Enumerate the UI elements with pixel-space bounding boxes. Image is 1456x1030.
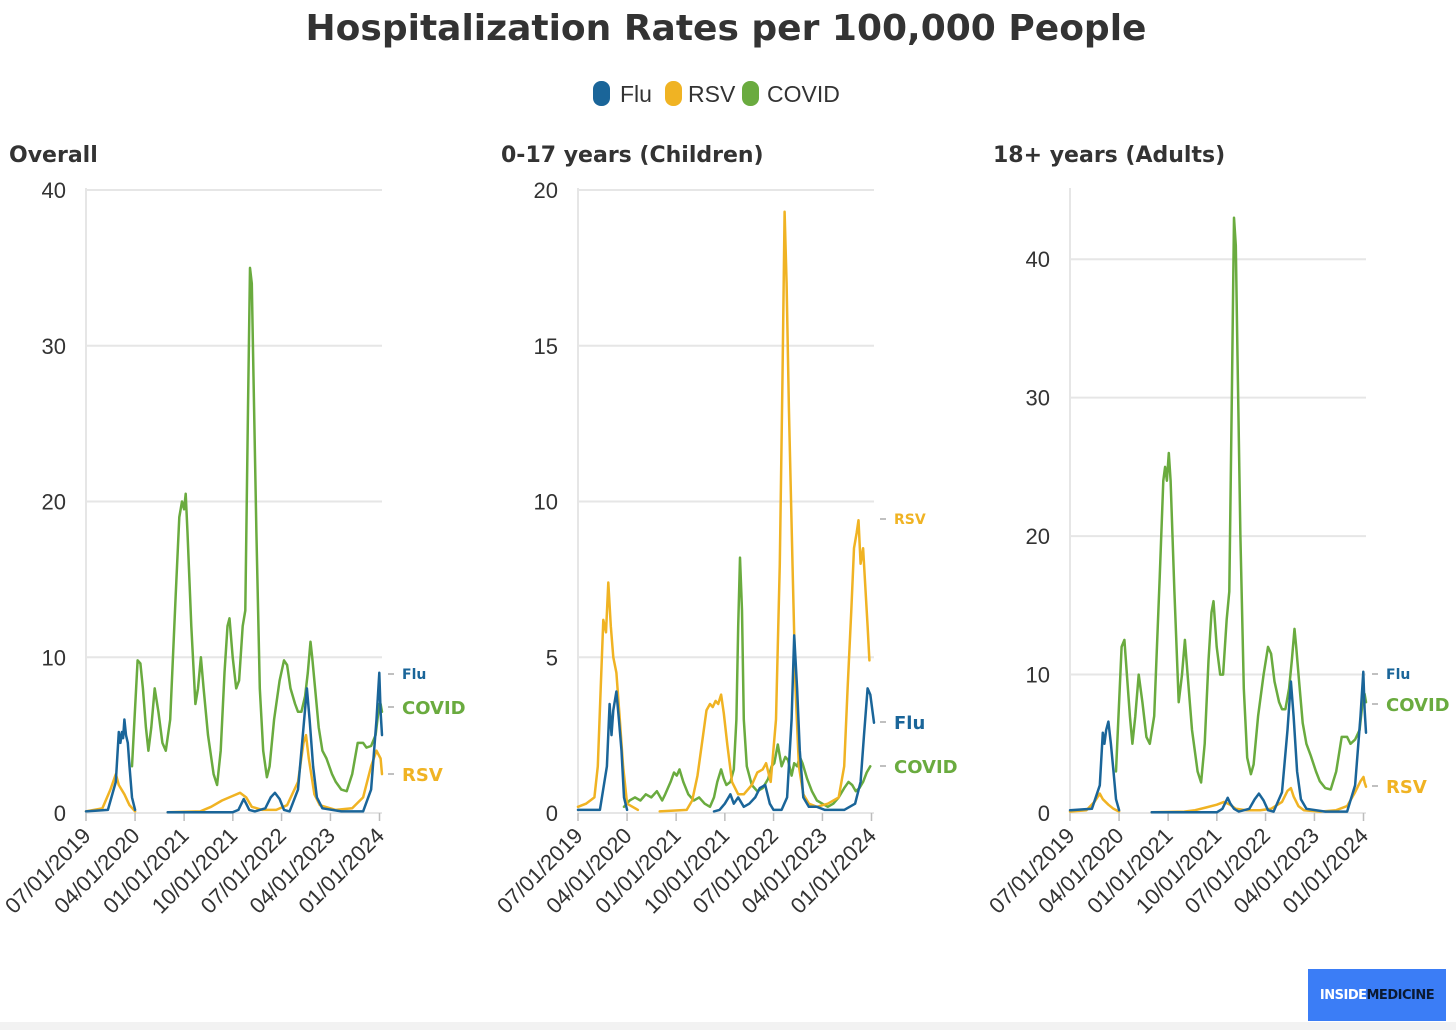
panel-title: 18+ years (Adults) xyxy=(993,143,1225,168)
brand-logo-part1: INSIDE xyxy=(1319,987,1367,1003)
panel-18-years-adults: 18+ years (Adults)01020304007/01/201904/… xyxy=(984,143,1450,918)
y-tick-label: 40 xyxy=(1026,247,1050,272)
chart-panels: Overall01020304007/01/201904/01/202001/0… xyxy=(0,143,1450,918)
series-line-rsv xyxy=(576,210,871,813)
y-tick-label: 30 xyxy=(42,334,66,359)
y-tick-label: 0 xyxy=(54,801,66,826)
chart-legend: Flu RSV COVID xyxy=(593,81,840,107)
end-label-rsv: RSV xyxy=(894,512,926,528)
bottom-divider xyxy=(0,1022,1456,1030)
legend-swatch-rsv xyxy=(665,81,682,106)
end-label-rsv: RSV xyxy=(1386,777,1427,798)
y-tick-label: 15 xyxy=(534,334,558,359)
y-tick-label: 0 xyxy=(1038,801,1050,826)
end-label-flu: Flu xyxy=(1386,667,1410,683)
chart-title: Hospitalization Rates per 100,000 People xyxy=(306,8,1147,49)
y-tick-label: 30 xyxy=(1026,386,1050,411)
brand-logo-part2: MEDICINE xyxy=(1366,987,1435,1003)
end-label-flu: Flu xyxy=(402,667,426,683)
y-tick-label: 20 xyxy=(42,490,66,515)
y-tick-label: 10 xyxy=(42,645,66,670)
brand-logo: INSIDE MEDICINE xyxy=(1308,969,1446,1021)
legend-swatch-covid xyxy=(742,81,759,106)
series-line-flu xyxy=(84,671,384,814)
series-line-flu xyxy=(576,634,876,813)
series-line-covid xyxy=(1114,216,1368,791)
legend-label-flu: Flu xyxy=(620,81,652,107)
legend-label-rsv: RSV xyxy=(688,81,736,107)
panel-0-17-years-children: 0-17 years (Children)0510152007/01/20190… xyxy=(492,143,958,918)
y-tick-label: 10 xyxy=(1026,663,1050,688)
end-label-covid: COVID xyxy=(1386,695,1450,716)
end-label-rsv: RSV xyxy=(402,765,443,786)
legend-swatch-flu xyxy=(593,81,610,106)
legend-label-covid: COVID xyxy=(767,81,840,107)
y-tick-label: 40 xyxy=(42,178,66,203)
end-label-covid: COVID xyxy=(894,757,958,778)
y-tick-label: 10 xyxy=(534,490,558,515)
series-line-flu xyxy=(1068,670,1368,814)
y-tick-label: 20 xyxy=(1026,524,1050,549)
panel-title: Overall xyxy=(9,143,98,168)
panel-overall: Overall01020304007/01/201904/01/202001/0… xyxy=(0,143,466,918)
end-label-covid: COVID xyxy=(402,698,466,719)
y-tick-label: 0 xyxy=(546,801,558,826)
series-line-covid xyxy=(130,266,384,793)
y-tick-label: 5 xyxy=(546,645,558,670)
panel-title: 0-17 years (Children) xyxy=(501,143,764,168)
series-line-covid xyxy=(622,556,872,809)
end-label-flu: Flu xyxy=(894,713,925,734)
y-tick-label: 20 xyxy=(534,178,558,203)
